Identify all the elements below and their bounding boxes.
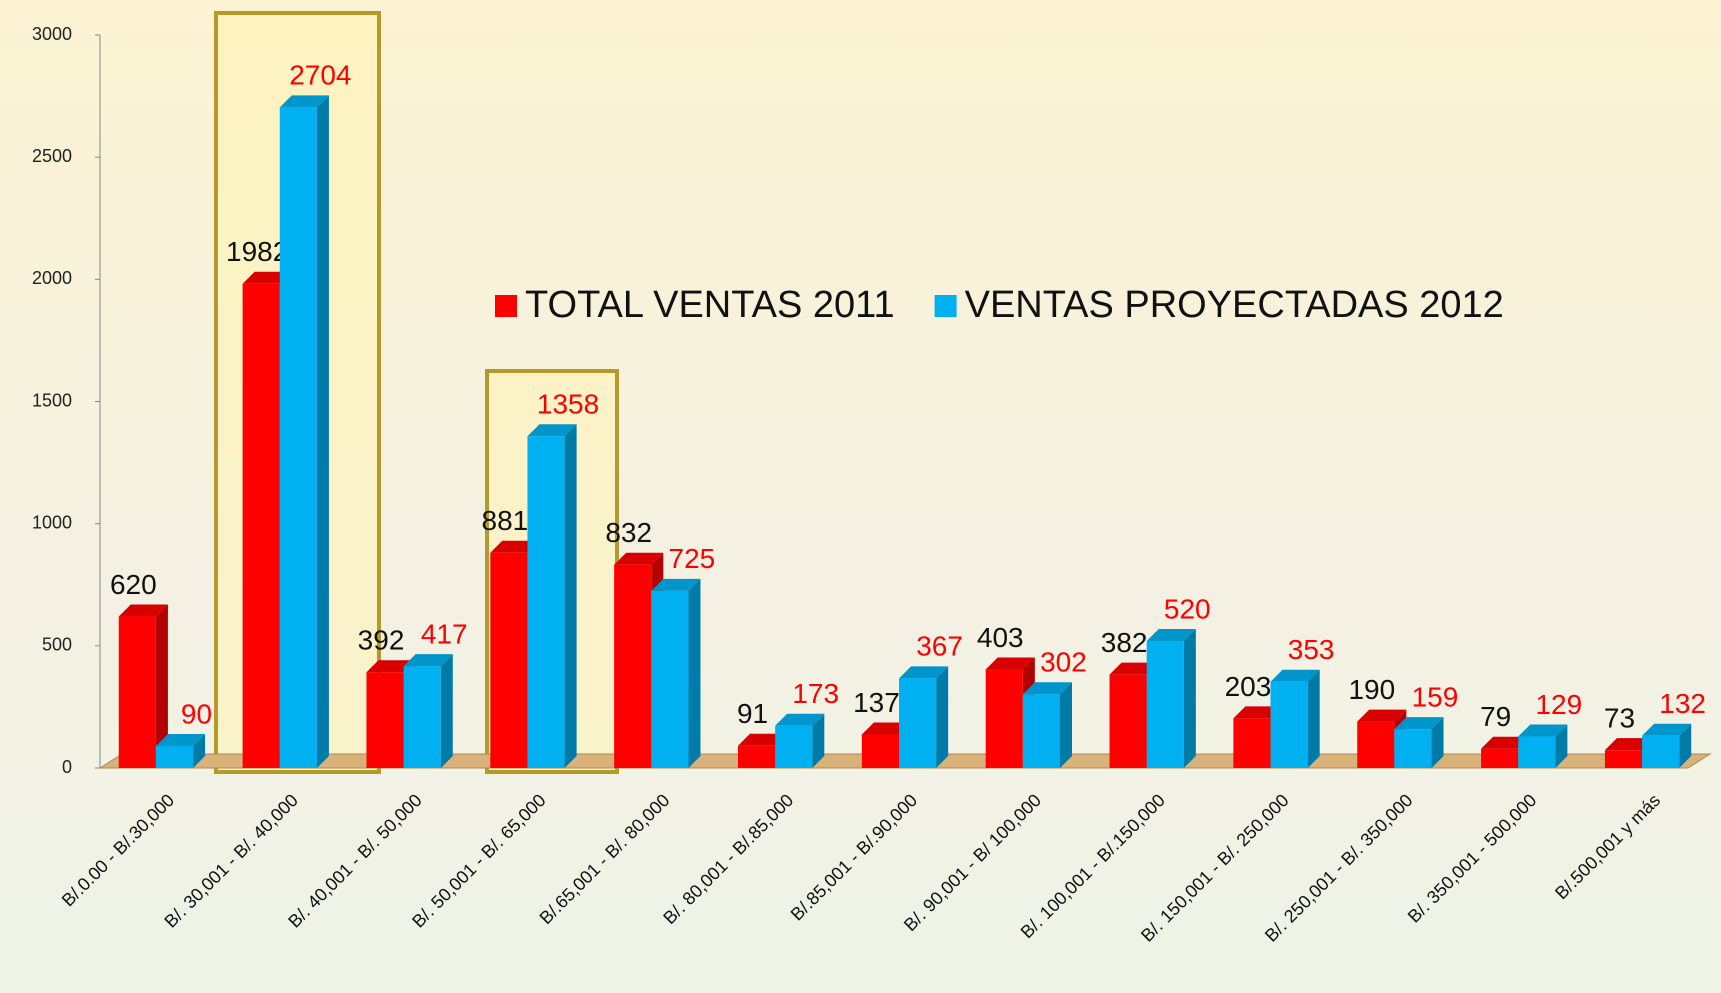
data-label: 129 [1535, 689, 1582, 720]
y-tick-label: 3000 [32, 24, 72, 44]
data-label: 132 [1659, 688, 1706, 719]
data-label: 1982 [226, 236, 288, 267]
y-tick-label: 1500 [32, 390, 72, 410]
bar [1110, 675, 1147, 768]
bar-side [1184, 629, 1196, 768]
y-tick-label: 2000 [32, 268, 72, 288]
data-label: 382 [1101, 627, 1148, 658]
bar [1023, 694, 1060, 768]
data-label: 73 [1604, 703, 1635, 734]
bar [775, 726, 812, 768]
bar [404, 666, 441, 768]
bar [1481, 749, 1518, 768]
legend-swatch [935, 295, 957, 317]
bar [366, 672, 403, 768]
bar [156, 746, 193, 768]
bar-side [565, 424, 577, 768]
data-label: 79 [1480, 701, 1511, 732]
data-label: 353 [1288, 634, 1335, 665]
chart: TOTAL VENTAS 2011 VENTAS PROYECTADAS 2012… [0, 0, 1721, 993]
bar [1642, 736, 1679, 768]
data-label: 137 [853, 687, 900, 718]
data-label: 91 [737, 698, 768, 729]
y-tick-label: 0 [62, 757, 72, 777]
bar [986, 670, 1023, 768]
bar [119, 617, 156, 768]
data-label: 159 [1412, 682, 1459, 713]
bar-side [441, 654, 453, 768]
legend-label: TOTAL VENTAS 2011 [525, 284, 895, 326]
y-tick-label: 1000 [32, 512, 72, 532]
legend-label: VENTAS PROYECTADAS 2012 [965, 284, 1504, 326]
data-label: 417 [421, 619, 468, 650]
data-label: 367 [916, 631, 963, 662]
bar [280, 107, 317, 768]
bar [490, 553, 527, 768]
bar [243, 284, 280, 768]
bar [1394, 729, 1431, 768]
data-label: 90 [181, 698, 212, 729]
y-tick-label: 2500 [32, 146, 72, 166]
y-tick-label: 500 [42, 635, 72, 655]
bar-side [317, 95, 329, 768]
data-label: 203 [1225, 671, 1272, 702]
bar-side [688, 579, 700, 768]
data-label: 620 [110, 569, 157, 600]
bar [614, 565, 651, 768]
data-label: 1358 [537, 389, 599, 420]
data-label: 392 [358, 625, 405, 656]
bar-side [1308, 670, 1320, 768]
bar [899, 678, 936, 768]
data-label: 881 [482, 505, 529, 536]
bar [1233, 718, 1270, 768]
bar [651, 591, 688, 768]
bar [1518, 736, 1555, 768]
data-label: 832 [605, 517, 652, 548]
bar [1147, 641, 1184, 768]
data-label: 520 [1164, 593, 1211, 624]
data-label: 403 [977, 622, 1024, 653]
bar [1357, 722, 1394, 768]
bar [738, 746, 775, 768]
bar [862, 735, 899, 768]
data-label: 173 [792, 678, 839, 709]
bar-side [1060, 682, 1072, 768]
bar [1271, 682, 1308, 768]
data-label: 190 [1348, 674, 1395, 705]
data-label: 2704 [289, 60, 351, 91]
legend: TOTAL VENTAS 2011 VENTAS PROYECTADAS 2012 [495, 284, 1504, 326]
bar-side [936, 666, 948, 768]
bar [527, 436, 564, 768]
legend-swatch [495, 295, 517, 317]
data-label: 725 [669, 543, 716, 574]
data-label: 302 [1040, 647, 1087, 678]
bar [1605, 750, 1642, 768]
